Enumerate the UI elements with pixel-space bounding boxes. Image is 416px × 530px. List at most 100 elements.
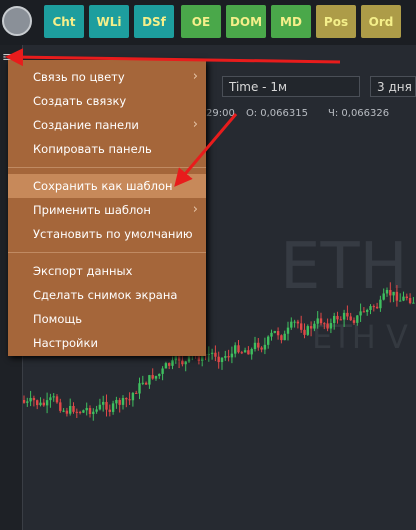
candle-body (399, 300, 402, 302)
menu-item[interactable]: Помощь (8, 307, 206, 331)
candle-body (72, 405, 75, 412)
candle-body (65, 410, 69, 414)
toolbar-button[interactable]: DOM (226, 5, 266, 38)
toolbar-button[interactable]: Cht (44, 5, 84, 38)
candle-body (22, 400, 26, 403)
candle-body (257, 342, 260, 348)
candle-body (300, 323, 303, 330)
candle-body (313, 323, 316, 329)
menu-item-label: Копировать панель (33, 142, 152, 156)
candle-body (82, 410, 85, 413)
toolbar-button[interactable]: OE (181, 5, 221, 38)
menu-item[interactable]: Применить шаблон › (8, 198, 206, 222)
submenu-arrow: › (192, 69, 198, 84)
submenu-arrow: › (192, 202, 198, 217)
menu-item[interactable]: Копировать панель (8, 137, 206, 161)
candle-body (177, 354, 181, 361)
candle-body (395, 291, 399, 301)
candle-body (240, 352, 243, 354)
candle-body (135, 392, 138, 394)
context-menu: Связь по цвету › Создать связку Создание па… (8, 60, 206, 356)
candle-body (372, 306, 375, 308)
candle-body (29, 397, 32, 402)
candle-body (412, 302, 415, 304)
candle-body (366, 309, 369, 312)
candle-body (227, 356, 230, 358)
candle-body (234, 345, 237, 354)
candle-body (59, 402, 62, 411)
range-select[interactable]: 3 дня (370, 76, 416, 97)
candle-body (214, 352, 217, 357)
candle-body (151, 375, 154, 379)
candle-body (333, 315, 336, 324)
candle-body (336, 315, 339, 320)
menu-item-label: Установить по умолчанию (33, 227, 193, 241)
menu-item[interactable]: Установить по умолчанию (8, 222, 206, 246)
menu-item-label: Сохранить как шаблон (33, 179, 173, 193)
candle-body (138, 383, 141, 394)
candle-body (270, 332, 273, 337)
open-label: O: 0,066315 (246, 108, 308, 119)
candle-body (207, 354, 210, 356)
candle-body (158, 373, 161, 377)
candle-body (385, 289, 389, 294)
candle-body (45, 400, 49, 406)
candle-body (217, 356, 220, 363)
candle-body (375, 306, 379, 309)
candle-body (280, 335, 283, 341)
candle-body (85, 408, 88, 411)
menu-item[interactable]: Экспорт данных (8, 259, 206, 283)
candle-body (293, 321, 296, 323)
menu-item[interactable]: Сохранить как шаблон (8, 174, 206, 198)
candle-body (144, 382, 148, 385)
timeframe-select[interactable]: Time - 1м (222, 76, 360, 97)
candle-body (36, 400, 39, 406)
toolbar-button[interactable]: WLi (89, 5, 129, 38)
menu-item[interactable]: Сделать снимок экрана (8, 283, 206, 307)
candle-body (306, 326, 309, 335)
watermark: ETH (280, 230, 408, 304)
candle-body (55, 396, 59, 403)
time-label: 29:00 (206, 108, 235, 119)
toolbar-button[interactable]: Ord (361, 5, 401, 38)
candle-body (102, 401, 105, 405)
candle-body (260, 347, 263, 350)
candle-body (98, 404, 102, 410)
toolbar-button[interactable]: Pos (316, 5, 356, 38)
logo[interactable] (2, 6, 32, 36)
candle-body (286, 327, 290, 334)
candle-body (131, 392, 135, 401)
candle-body (52, 396, 55, 398)
candle-body (290, 321, 293, 328)
candle-body (171, 360, 174, 366)
menu-separator (8, 167, 206, 168)
menu-item[interactable]: Связь по цвету › (8, 65, 206, 89)
candle-body (250, 349, 253, 355)
menu-item-label: Создание панели (33, 118, 139, 132)
candle-body (39, 402, 42, 406)
candle-body (92, 411, 95, 414)
menu-item[interactable]: Создание панели › (8, 113, 206, 137)
candle-body (148, 375, 151, 385)
candle-body (329, 323, 333, 329)
candle-body (75, 411, 78, 413)
candle-body (408, 297, 412, 304)
candle-body (154, 376, 158, 379)
candle-body (105, 401, 108, 410)
candle-body (296, 321, 300, 324)
candle-body (161, 368, 164, 374)
candle-body (118, 399, 121, 405)
candle-body (267, 336, 270, 345)
menu-item[interactable]: Настройки (8, 331, 206, 355)
candle-body (362, 311, 366, 313)
candle-body (181, 360, 184, 365)
candle-body (349, 316, 352, 321)
candle-body (210, 352, 214, 355)
candle-body (62, 410, 65, 412)
candle-body (111, 403, 115, 412)
toolbar-button[interactable]: MD (271, 5, 311, 38)
menu-item[interactable]: Создать связку (8, 89, 206, 113)
toolbar-button[interactable]: DSf (134, 5, 174, 38)
candle-body (121, 398, 125, 405)
menu-separator (8, 252, 206, 253)
